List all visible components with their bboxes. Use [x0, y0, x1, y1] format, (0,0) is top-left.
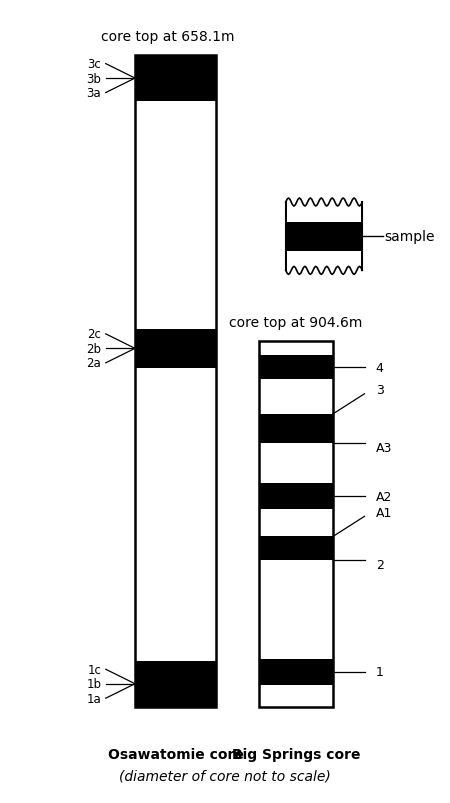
Bar — [286, 203, 362, 271]
Text: (diameter of core not to scale): (diameter of core not to scale) — [119, 769, 331, 783]
Text: 2c: 2c — [87, 328, 101, 341]
Text: 1b: 1b — [86, 678, 101, 691]
Text: Big Springs core: Big Springs core — [232, 747, 360, 760]
Text: 1: 1 — [376, 666, 383, 679]
Bar — [287, 251, 361, 270]
Text: core top at 658.1m: core top at 658.1m — [101, 31, 234, 44]
Bar — [135, 661, 216, 707]
Text: sample: sample — [385, 230, 435, 244]
Bar — [259, 483, 333, 509]
Text: 3: 3 — [376, 384, 383, 397]
Text: A3: A3 — [376, 441, 392, 454]
Bar — [259, 659, 333, 685]
Text: Osawatomie core: Osawatomie core — [108, 747, 243, 760]
Text: 2: 2 — [376, 558, 383, 571]
Text: core top at 904.6m: core top at 904.6m — [229, 316, 363, 329]
Text: 4: 4 — [376, 361, 383, 374]
Text: 1a: 1a — [86, 692, 101, 705]
Bar — [135, 56, 216, 102]
Text: 3b: 3b — [86, 72, 101, 85]
Text: 2b: 2b — [86, 342, 101, 356]
Bar — [287, 203, 361, 222]
Bar — [259, 536, 333, 560]
Bar — [259, 341, 333, 707]
Bar — [286, 222, 362, 251]
Bar — [259, 356, 333, 380]
Text: A1: A1 — [376, 506, 392, 520]
Bar — [135, 56, 216, 707]
Bar — [259, 414, 333, 443]
Text: 3c: 3c — [87, 58, 101, 71]
Text: 1c: 1c — [87, 663, 101, 676]
Text: 2a: 2a — [86, 357, 101, 370]
Text: 3a: 3a — [86, 87, 101, 100]
Text: A2: A2 — [376, 490, 392, 503]
Bar — [135, 329, 216, 369]
